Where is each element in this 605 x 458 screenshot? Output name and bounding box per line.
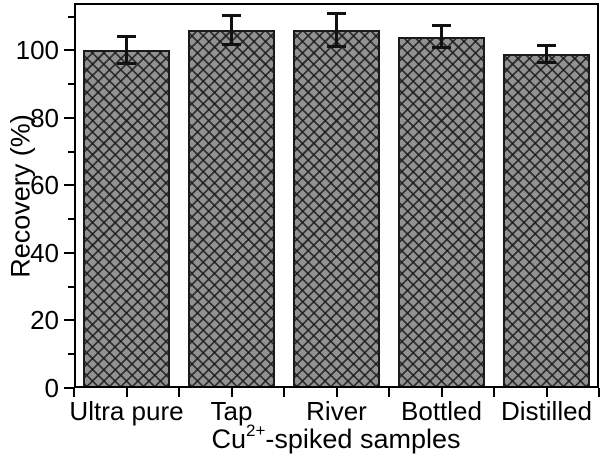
y-axis-major-tick [64,319,74,322]
x-category-label-distilled: Distilled [500,396,593,426]
y-axis-major-tick [64,116,74,119]
y-axis-minor-tick [68,15,74,18]
x-category-label-ultra-pure: Ultra pure [69,396,184,426]
error-bar-cap-bottom-tap [222,43,241,47]
x-axis-title-suffix: -spiked samples [265,424,461,454]
y-axis-minor-tick [68,83,74,86]
x-axis-tick [283,388,285,397]
x-axis-tick [335,388,338,397]
x-category-label-tap: Tap [210,396,253,426]
y-axis-tick-label: 100 [15,35,59,66]
error-bar-stem-river [335,13,338,47]
error-bar-cap-bottom-distilled [537,60,556,64]
y-axis-minor-tick [68,150,74,153]
error-bar-stem-ultra-pure [125,36,128,64]
y-axis-major-tick [64,251,74,254]
x-axis-tick [73,388,75,397]
y-axis-tick-label: 40 [30,237,59,268]
x-axis-tick [125,388,128,397]
error-bar-cap-bottom-river [327,45,346,49]
y-axis-minor-tick [68,353,74,356]
bar-ultra-pure [83,50,170,388]
error-bar-cap-top-ultra-pure [117,35,136,39]
y-axis-tick-label: 20 [30,305,59,336]
x-axis-tick [178,388,180,397]
y-axis-major-tick [64,184,74,187]
error-bar-cap-top-river [327,11,346,15]
plot-area: Ultra pure Tap River Bottled Distilled 0 20 40 6… [16,3,600,425]
x-axis-tick [230,388,233,397]
bar-distilled [503,53,590,388]
y-axis-tick-label: 80 [30,102,59,133]
bar-river [293,30,380,388]
bar-tap [188,30,275,388]
y-axis-tick-label: 0 [44,373,59,403]
bar-bottled [398,36,485,388]
x-axis-title-prefix: Cu [211,424,247,454]
x-axis-tick [545,388,548,397]
y-axis-major-tick [64,49,74,52]
error-bar-cap-bottom-bottled [432,46,451,50]
x-axis-title-superscript: 2+ [246,421,266,440]
y-axis-minor-tick [68,285,74,288]
y-axis-major-tick [64,387,74,389]
y-axis-title: Recovery (%) [5,114,36,278]
error-bar-stem-distilled [545,45,548,63]
x-axis-title: Cu2+-spiked samples [211,421,461,455]
x-category-label-river: River [306,396,367,426]
error-bar-cap-bottom-ultra-pure [117,62,136,66]
x-category-label-bottled: Bottled [401,396,482,426]
error-bar-cap-top-distilled [537,43,556,47]
error-bar-cap-top-tap [222,14,241,17]
y-axis-tick-label: 60 [30,170,59,201]
x-axis-tick [493,388,495,397]
x-axis-tick [388,388,390,397]
x-axis-tick [598,388,600,397]
error-bar-stem-bottled [440,25,443,48]
x-axis-tick [440,388,443,397]
y-axis-minor-tick [68,218,74,221]
error-bar-stem-tap [230,15,233,45]
error-bar-cap-top-bottled [432,24,451,28]
